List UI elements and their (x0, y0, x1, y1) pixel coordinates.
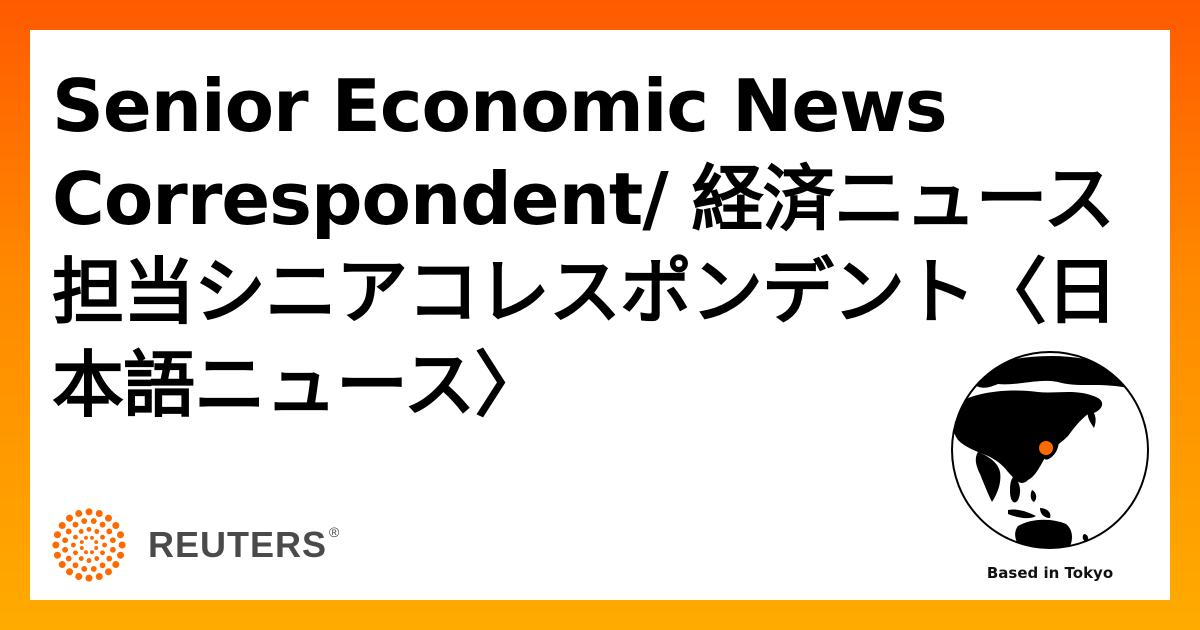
logo-dot (100, 534, 105, 540)
logo-dot (106, 528, 113, 535)
brand-name-text: REUTERS (148, 524, 328, 565)
logo-dot (112, 560, 120, 568)
brand-name: REUTERS ® (148, 524, 340, 566)
logo-dot (62, 546, 69, 553)
logo-dot (112, 522, 120, 530)
logo-dot (81, 565, 88, 572)
logo-dot (85, 574, 93, 582)
logo-dot (72, 521, 79, 528)
logo-dot (117, 531, 125, 539)
logo-dot (99, 521, 106, 528)
logo-dot (104, 514, 112, 522)
logo-dot (75, 573, 83, 581)
job-card: Senior Economic News Correspondent/ 経済ニュ… (30, 30, 1170, 600)
logo-dot (99, 562, 106, 569)
logo-dot (58, 522, 66, 530)
logo-dot (65, 555, 72, 562)
logo-dot (94, 556, 100, 561)
logo-dot (86, 558, 92, 564)
location-block: Based in Tokyo (945, 348, 1155, 582)
logo-dot (100, 550, 105, 556)
logo-dot (95, 573, 103, 581)
logo-dot (79, 540, 84, 544)
logo-dot (102, 542, 108, 548)
globe-svg (951, 351, 1149, 549)
logo-dot (81, 518, 88, 525)
reuters-dot-logo-icon (50, 506, 128, 584)
location-label: Based in Tokyo (986, 564, 1114, 582)
logo-dot (84, 535, 88, 540)
logo-dot (90, 535, 94, 540)
logo-dot (109, 537, 116, 544)
logo-dot (75, 509, 83, 517)
logo-dot (118, 541, 126, 549)
logo-dot (73, 550, 78, 556)
logo-dot (78, 556, 84, 561)
logo-dot (58, 560, 66, 568)
logo-dot (85, 508, 93, 516)
logo-dot (104, 568, 112, 576)
logo-dot (90, 565, 97, 572)
logo-dot (78, 529, 84, 534)
logo-dot (62, 537, 69, 544)
logo-dot (66, 514, 74, 522)
logo-dot (94, 540, 99, 544)
logo-dot (65, 528, 72, 535)
logo-dot (52, 541, 60, 549)
job-title: Senior Economic News Correspondent/ 経済ニュ… (52, 64, 1118, 427)
logo-dot (72, 562, 79, 569)
logo-dot (73, 534, 78, 540)
reuters-logo-svg (52, 508, 126, 582)
location-marker (1039, 441, 1053, 455)
logo-dot (106, 555, 113, 562)
logo-dot (94, 529, 100, 534)
logo-dot (109, 546, 116, 553)
registered-mark: ® (329, 524, 341, 540)
logo-dot (53, 531, 61, 539)
reuters-brand: REUTERS ® (50, 506, 340, 584)
logo-dot (94, 546, 99, 550)
logo-dot (53, 551, 61, 559)
logo-dot (86, 526, 92, 532)
logo-dot (90, 518, 97, 525)
globe-landmass (952, 355, 1128, 548)
logo-dot (95, 509, 103, 517)
logo-dot (84, 550, 88, 555)
logo-dot (70, 542, 76, 548)
logo-dot (66, 568, 74, 576)
logo-dot (79, 546, 84, 550)
logo-dot (90, 550, 94, 555)
logo-dot (117, 551, 125, 559)
globe-icon (948, 348, 1152, 556)
